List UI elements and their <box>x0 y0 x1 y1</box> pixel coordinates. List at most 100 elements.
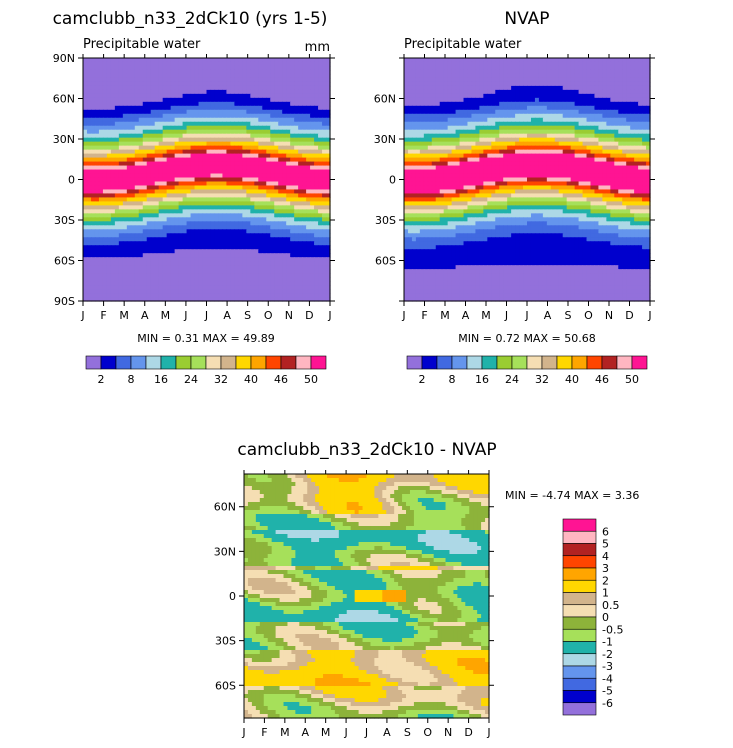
field-cell <box>94 157 100 163</box>
field-cell <box>294 189 299 195</box>
field-cell <box>126 65 132 71</box>
field-cell <box>83 209 88 214</box>
field-cell <box>455 77 461 83</box>
field-cell <box>467 129 473 135</box>
field-cell <box>206 185 212 191</box>
field-cell <box>290 245 295 250</box>
field-cell <box>238 137 243 143</box>
field-cell <box>254 265 259 270</box>
field-cell <box>190 193 196 199</box>
field-cell <box>154 69 160 75</box>
field-cell <box>174 125 180 131</box>
field-cell <box>110 249 116 254</box>
field-cell <box>150 229 156 234</box>
field-cell <box>254 293 259 298</box>
field-cell <box>198 177 204 183</box>
field-cell <box>166 277 172 282</box>
field-cell <box>487 73 492 79</box>
field-cell <box>270 69 275 75</box>
field-cell <box>202 201 208 206</box>
field-cell <box>302 265 307 270</box>
field-cell <box>562 105 568 111</box>
field-cell <box>162 197 168 203</box>
field-cell <box>511 113 516 119</box>
field-cell <box>270 149 275 155</box>
field-cell <box>278 281 283 286</box>
field-cell <box>158 297 164 302</box>
field-cell <box>210 121 216 127</box>
field-cell <box>202 121 208 127</box>
field-cell <box>138 125 144 131</box>
field-cell <box>622 73 627 79</box>
field-cell <box>467 113 473 119</box>
field-cell <box>491 65 496 71</box>
field-cell <box>106 257 112 262</box>
field-cell <box>242 141 247 147</box>
field-cell <box>110 269 116 274</box>
field-cell <box>170 145 176 151</box>
field-cell <box>194 97 200 103</box>
field-cell <box>154 205 160 210</box>
field-cell <box>130 109 136 115</box>
field-cell <box>318 173 323 179</box>
field-cell <box>282 101 287 107</box>
field-cell <box>582 125 588 131</box>
field-cell <box>238 189 243 195</box>
field-cell <box>270 205 275 210</box>
field-cell <box>451 89 457 95</box>
field-cell <box>527 113 532 119</box>
field-cell <box>298 209 303 214</box>
field-cell <box>258 285 263 290</box>
field-cell <box>198 121 204 127</box>
field-cell <box>270 185 275 191</box>
field-cell <box>166 241 172 246</box>
field-cell <box>194 113 200 119</box>
field-cell <box>182 97 188 103</box>
field-cell <box>166 185 172 191</box>
field-cell <box>110 58 116 63</box>
field-cell <box>210 261 216 266</box>
field-cell <box>198 145 204 151</box>
field-cell <box>306 81 311 87</box>
field-cell <box>310 197 315 203</box>
field-cell <box>90 257 96 262</box>
field-cell <box>286 121 291 127</box>
field-cell <box>98 181 104 187</box>
field-cell <box>162 269 168 274</box>
field-cell <box>170 101 176 107</box>
field-cell <box>415 73 421 79</box>
field-cell <box>178 77 184 83</box>
field-cell <box>423 101 429 107</box>
field-cell <box>102 89 108 95</box>
field-cell <box>138 73 144 79</box>
field-cell <box>254 253 259 258</box>
field-cell <box>230 237 235 242</box>
field-cell <box>134 225 140 230</box>
field-cell <box>90 129 96 135</box>
field-cell <box>435 97 441 103</box>
field-cell <box>250 281 255 286</box>
field-cell <box>483 113 488 119</box>
field-cell <box>194 289 200 294</box>
field-cell <box>86 85 92 91</box>
field-cell <box>218 273 224 278</box>
field-cell <box>258 81 263 87</box>
field-cell <box>102 161 108 167</box>
field-cell <box>515 129 520 135</box>
field-cell <box>590 125 596 131</box>
field-cell <box>226 69 231 75</box>
field-cell <box>150 249 156 254</box>
field-cell <box>90 137 96 143</box>
field-cell <box>515 105 520 111</box>
field-cell <box>250 269 255 274</box>
field-cell <box>302 193 307 199</box>
field-cell <box>238 85 243 91</box>
field-cell <box>110 221 116 226</box>
field-cell <box>174 157 180 163</box>
field-cell <box>511 93 516 99</box>
field-cell <box>519 73 524 79</box>
field-cell <box>274 97 279 103</box>
field-cell <box>114 65 120 71</box>
field-cell <box>582 73 588 79</box>
field-cell <box>146 253 152 258</box>
